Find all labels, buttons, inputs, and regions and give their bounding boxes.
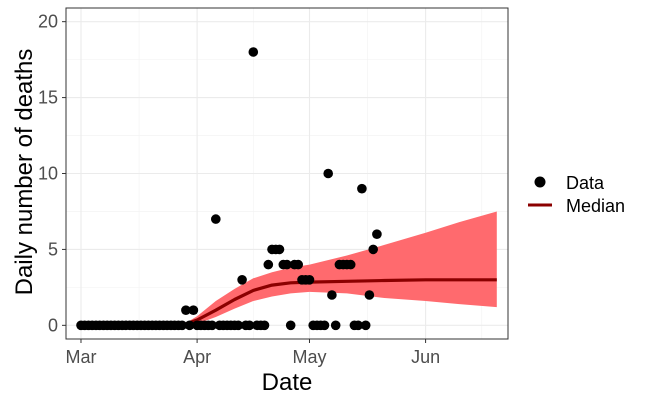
data-point [274, 244, 285, 255]
x-tick-label: Apr [183, 347, 211, 367]
data-point [330, 320, 341, 331]
data-point [237, 275, 247, 285]
legend: Data Median [528, 173, 625, 216]
data-point [364, 290, 375, 300]
y-tick-label: 5 [48, 239, 58, 259]
points-layer [76, 47, 382, 331]
data-point [360, 320, 371, 331]
legend-data-label: Data [566, 173, 605, 193]
data-point [244, 320, 255, 331]
data-point [353, 320, 364, 331]
y-tick-label: 20 [38, 12, 58, 32]
x-axis-title: Date [262, 369, 313, 396]
data-point [184, 320, 195, 331]
x-tick-label: Jun [411, 347, 440, 367]
data-point [188, 305, 199, 316]
median-line [81, 278, 497, 327]
data-point [293, 259, 304, 270]
data-point [357, 183, 367, 194]
data-point [368, 244, 379, 255]
y-tick-label: 10 [38, 164, 58, 184]
data-point [327, 290, 337, 300]
data-point [233, 320, 244, 331]
data-point [177, 320, 187, 331]
data-point [372, 229, 382, 239]
data-point [248, 47, 259, 57]
data-point [323, 168, 334, 179]
data-point [304, 275, 315, 285]
x-tick-label: Mar [65, 347, 96, 367]
data-point [207, 320, 217, 331]
data-point [181, 305, 191, 316]
data-point [259, 320, 270, 331]
y-tick-label: 0 [48, 315, 58, 335]
median-layer [81, 278, 497, 327]
data-point [285, 320, 296, 331]
x-tick-label: May [292, 347, 326, 367]
data-point [211, 214, 221, 224]
y-tick-label: 15 [38, 88, 58, 108]
data-point [319, 320, 330, 331]
legend-median-label: Median [566, 196, 625, 216]
axis-layer: 0 5 10 15 20 Mar Apr May Jun [38, 12, 440, 367]
legend-data-marker [534, 176, 546, 188]
data-point [345, 259, 356, 270]
data-point [263, 259, 274, 270]
y-axis-title: Daily number of deaths [11, 49, 38, 296]
data-point [282, 259, 292, 270]
